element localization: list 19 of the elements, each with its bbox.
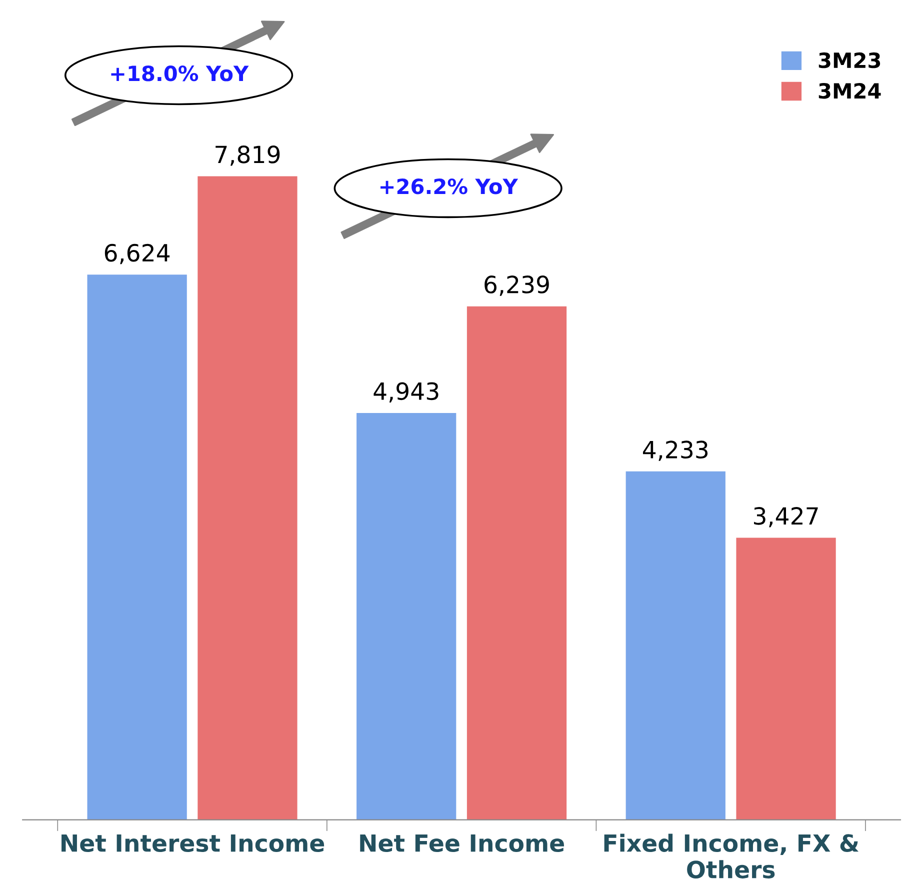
bar [356, 413, 456, 820]
data-label: 6,239 [484, 276, 549, 296]
bar [87, 274, 187, 820]
x-tick-label: Fixed Income, FX & Others [604, 834, 859, 878]
bar [736, 538, 836, 820]
legend-label: 3M24 [818, 82, 881, 99]
x-tick-label: Net Interest Income [62, 834, 324, 852]
data-label: 6,624 [104, 244, 170, 264]
legend-label: 3M23 [818, 52, 880, 68]
data-label: 7,819 [216, 146, 280, 166]
bar [466, 306, 567, 820]
data-label: 3,427 [754, 507, 818, 528]
bar [626, 471, 726, 820]
x-tick-label: Net Fee Income [360, 834, 564, 852]
annotation: +26.2% YoY [380, 178, 518, 194]
data-label: 4,943 [374, 382, 438, 402]
data-label: 4,233 [642, 440, 708, 461]
bar [198, 176, 298, 820]
text: +18.0% YoY [111, 66, 249, 82]
